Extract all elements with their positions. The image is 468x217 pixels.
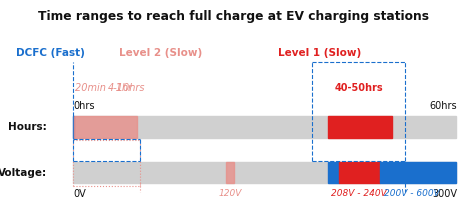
Bar <box>329 162 339 183</box>
Text: Hours:: Hours: <box>8 122 47 132</box>
Text: 300V: 300V <box>432 189 457 199</box>
Text: 0hrs: 0hrs <box>73 101 95 111</box>
Text: Level 1 (Slow): Level 1 (Slow) <box>278 48 362 58</box>
Text: 208V - 240V: 208V - 240V <box>331 189 387 198</box>
Text: DCFC (Fast): DCFC (Fast) <box>16 48 85 58</box>
Bar <box>226 162 234 183</box>
Text: 40-50hrs: 40-50hrs <box>335 83 383 93</box>
Text: 120V: 120V <box>218 189 241 198</box>
Text: 20min - 1hr: 20min - 1hr <box>75 83 132 93</box>
Bar <box>380 162 456 183</box>
Bar <box>329 116 392 138</box>
Bar <box>74 116 137 138</box>
Bar <box>73 116 74 138</box>
Text: 0V: 0V <box>73 189 86 199</box>
Text: Time ranges to reach full charge at EV charging stations: Time ranges to reach full charge at EV c… <box>38 10 430 23</box>
Text: 60hrs: 60hrs <box>430 101 457 111</box>
Bar <box>339 162 380 183</box>
Bar <box>73 162 456 183</box>
Bar <box>73 116 456 138</box>
Text: 200V - 600V: 200V - 600V <box>384 189 439 198</box>
Text: Voltage:: Voltage: <box>0 168 47 178</box>
Text: Level 2 (Slow): Level 2 (Slow) <box>119 48 203 58</box>
Text: 4-10hrs: 4-10hrs <box>108 83 145 93</box>
